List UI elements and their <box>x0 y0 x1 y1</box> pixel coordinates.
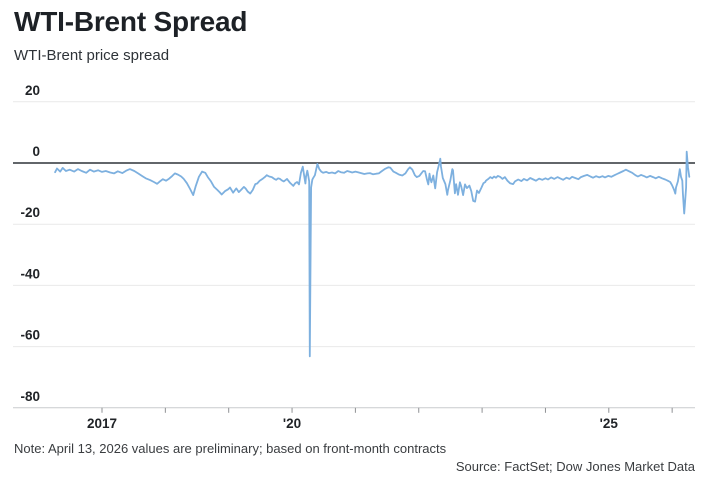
chart-note: Note: April 13, 2026 values are prelimin… <box>14 441 447 456</box>
chart-title: WTI-Brent Spread <box>14 6 248 37</box>
x-tick-label: 2017 <box>87 416 117 431</box>
y-tick-label: -20 <box>20 205 40 220</box>
y-tick-label: -40 <box>20 266 40 281</box>
chart-subtitle: WTI-Brent price spread <box>14 47 170 64</box>
x-tick-label: '20 <box>283 416 301 431</box>
chart-source: Source: FactSet; Dow Jones Market Data <box>455 459 695 474</box>
spread-series-line <box>54 150 691 358</box>
y-tick-label: -80 <box>20 389 40 404</box>
x-tick-label: '25 <box>600 416 619 431</box>
y-tick-label: -60 <box>20 328 40 343</box>
y-tick-label: 0 <box>32 144 40 159</box>
y-tick-label: 20 <box>25 83 40 98</box>
